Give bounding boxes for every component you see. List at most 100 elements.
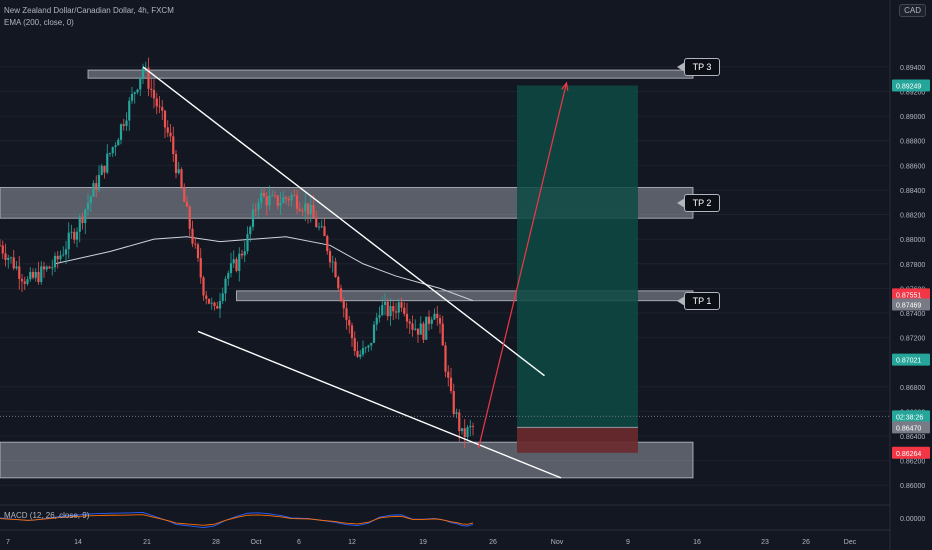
time-tick-label: 16 — [693, 539, 701, 546]
candle-down — [276, 195, 279, 206]
candle-down — [155, 98, 158, 107]
candle-down — [345, 308, 348, 320]
candle-up — [106, 153, 109, 173]
candle-up — [62, 254, 65, 256]
candle-down — [405, 313, 409, 322]
candle-down — [350, 325, 354, 339]
currency-badge[interactable]: CAD — [899, 4, 926, 17]
candle-up — [455, 412, 458, 414]
candle-up — [26, 279, 29, 284]
candle-up — [249, 226, 252, 235]
time-axis[interactable]: 7 14 21 28 Oct 6 12 19 26 Nov 9 16 23 26 Dec — [0, 529, 890, 546]
candle-up — [414, 328, 417, 330]
candle-up — [128, 100, 131, 121]
candle-down — [295, 195, 299, 209]
candle-down — [342, 301, 345, 309]
candle-down — [337, 276, 340, 289]
candle-up — [218, 300, 222, 309]
ema-200-line — [54, 236, 474, 302]
candle-down — [328, 251, 332, 263]
candle-up — [144, 67, 147, 69]
candle-down — [284, 197, 288, 199]
candle-down — [353, 338, 356, 352]
candle-up — [78, 216, 81, 232]
candle-down — [147, 67, 150, 89]
grid-lines — [0, 66, 890, 486]
candle-up — [232, 259, 235, 264]
candle-down — [265, 196, 268, 206]
stop-area[interactable] — [517, 427, 638, 453]
tp3-label: TP 3 — [677, 58, 720, 76]
upper-trendline[interactable] — [142, 66, 545, 377]
price-tag-label: 0.86470 — [896, 425, 921, 432]
lower-trendline[interactable] — [197, 330, 562, 479]
candle-down — [392, 305, 395, 312]
price-tick-label: 0.87400 — [900, 311, 925, 318]
candle-up — [45, 266, 48, 270]
candle-up — [89, 196, 92, 204]
candle-up — [139, 77, 142, 90]
candle-up — [59, 255, 62, 260]
candle-down — [262, 192, 266, 197]
time-tick-label: 7 — [6, 539, 10, 546]
candle-down — [447, 371, 450, 378]
candle-down — [273, 194, 277, 196]
candle-up — [397, 302, 400, 313]
target-area[interactable] — [517, 85, 638, 428]
candle-up — [119, 124, 123, 140]
candle-up — [224, 278, 227, 294]
candle-down — [188, 206, 191, 229]
time-tick-label: 28 — [212, 539, 220, 546]
candle-up — [361, 348, 365, 355]
time-tick-label: 14 — [74, 539, 82, 546]
symbol-title: New Zealand Dollar/Canadian Dollar, 4h, … — [4, 6, 174, 15]
candle-up — [271, 194, 274, 196]
arrow-head[interactable] — [561, 81, 569, 91]
candle-up — [238, 253, 241, 271]
time-tick-label: Nov — [551, 539, 564, 546]
price-axis[interactable]: 0.89400 0.89200 0.89000 0.88800 0.88600 0.884… — [889, 0, 930, 550]
candle-down — [235, 259, 238, 271]
candle-up — [114, 145, 117, 148]
candle-down — [408, 321, 411, 324]
candle-up — [317, 226, 321, 228]
candle-down — [315, 217, 318, 228]
price-tag-bg — [892, 421, 930, 434]
candle-down — [463, 428, 466, 438]
candle-up — [290, 194, 293, 201]
candle-down — [394, 311, 398, 313]
candle-down — [191, 228, 194, 244]
price-tag-bg — [892, 446, 930, 459]
candle-down — [18, 266, 21, 279]
candle-down — [306, 203, 310, 215]
price-tag-label: 0.86264 — [896, 451, 921, 458]
price-tick-label: 0.88000 — [900, 237, 925, 244]
candle-up — [331, 261, 334, 263]
candle-down — [81, 216, 84, 224]
time-tick-label: 26 — [489, 539, 497, 546]
ema-legend: EMA (200, close, 0) — [4, 18, 74, 27]
candle-down — [213, 302, 216, 307]
candle-up — [367, 345, 370, 348]
candle-down — [441, 323, 444, 346]
candle-down — [196, 244, 200, 259]
candle-down — [152, 90, 156, 99]
candle-up — [210, 302, 213, 304]
candle-down — [161, 107, 164, 111]
candle-down — [103, 165, 106, 173]
candle-down — [205, 295, 208, 299]
candle-down — [301, 210, 304, 212]
candle-up — [372, 324, 376, 343]
candle-down — [122, 124, 125, 126]
projection-arrow[interactable] — [477, 81, 569, 449]
trendlines[interactable] — [142, 66, 562, 479]
candle-down — [0, 245, 2, 247]
arrow-shaft[interactable] — [477, 82, 568, 449]
candle-up — [111, 147, 114, 154]
ema-200-polyline — [54, 236, 474, 302]
candle-up — [117, 139, 120, 146]
candle-up — [75, 231, 79, 240]
candle-up — [320, 226, 323, 228]
time-tick-label: 12 — [348, 539, 356, 546]
